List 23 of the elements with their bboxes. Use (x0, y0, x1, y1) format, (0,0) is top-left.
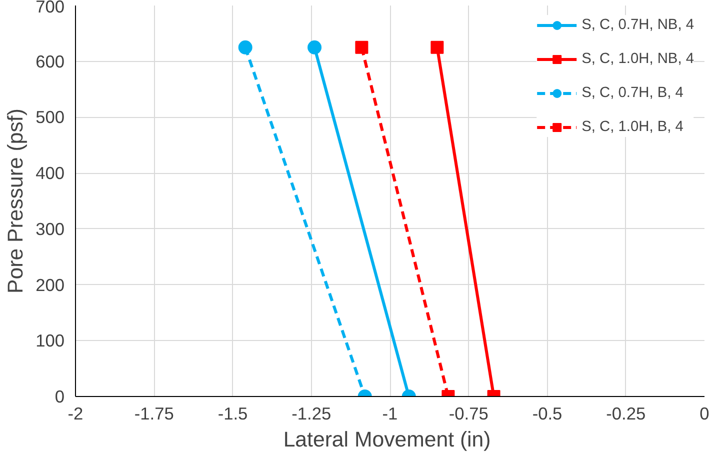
x-tick-label: -0.5 (532, 404, 562, 424)
y-tick-label: 600 (36, 51, 65, 72)
y-tick-label: 500 (36, 107, 65, 128)
x-tick-label: 0 (700, 404, 710, 424)
x-axis-title: Lateral Movement (in) (283, 428, 491, 452)
x-tick-label: -1.5 (218, 404, 248, 424)
y-tick-label: 400 (36, 163, 65, 184)
y-tick-label: 100 (36, 330, 65, 351)
x-tick-label: -0.75 (448, 404, 488, 424)
x-tick-label: -0.25 (606, 404, 646, 424)
x-tick-label: -1.75 (134, 404, 174, 424)
y-axis-title: Pore Pressure (psf) (4, 108, 28, 294)
y-tick-label: 0 (54, 386, 65, 406)
x-tick-label: -2 (68, 404, 84, 424)
legend-label: S, C, 0.7H, NB, 4 (582, 17, 694, 33)
legend-label: S, C, 0.7H, B, 4 (582, 85, 684, 101)
x-tick-label: -1 (382, 404, 398, 424)
y-tick-label: 700 (36, 0, 65, 16)
y-tick-label: 200 (36, 274, 65, 295)
x-tick-label: -1.25 (292, 404, 332, 424)
legend-label: S, C, 1.0H, NB, 4 (582, 51, 694, 67)
y-tick-label: 300 (36, 218, 65, 239)
legend-label: S, C, 1.0H, B, 4 (582, 119, 684, 135)
